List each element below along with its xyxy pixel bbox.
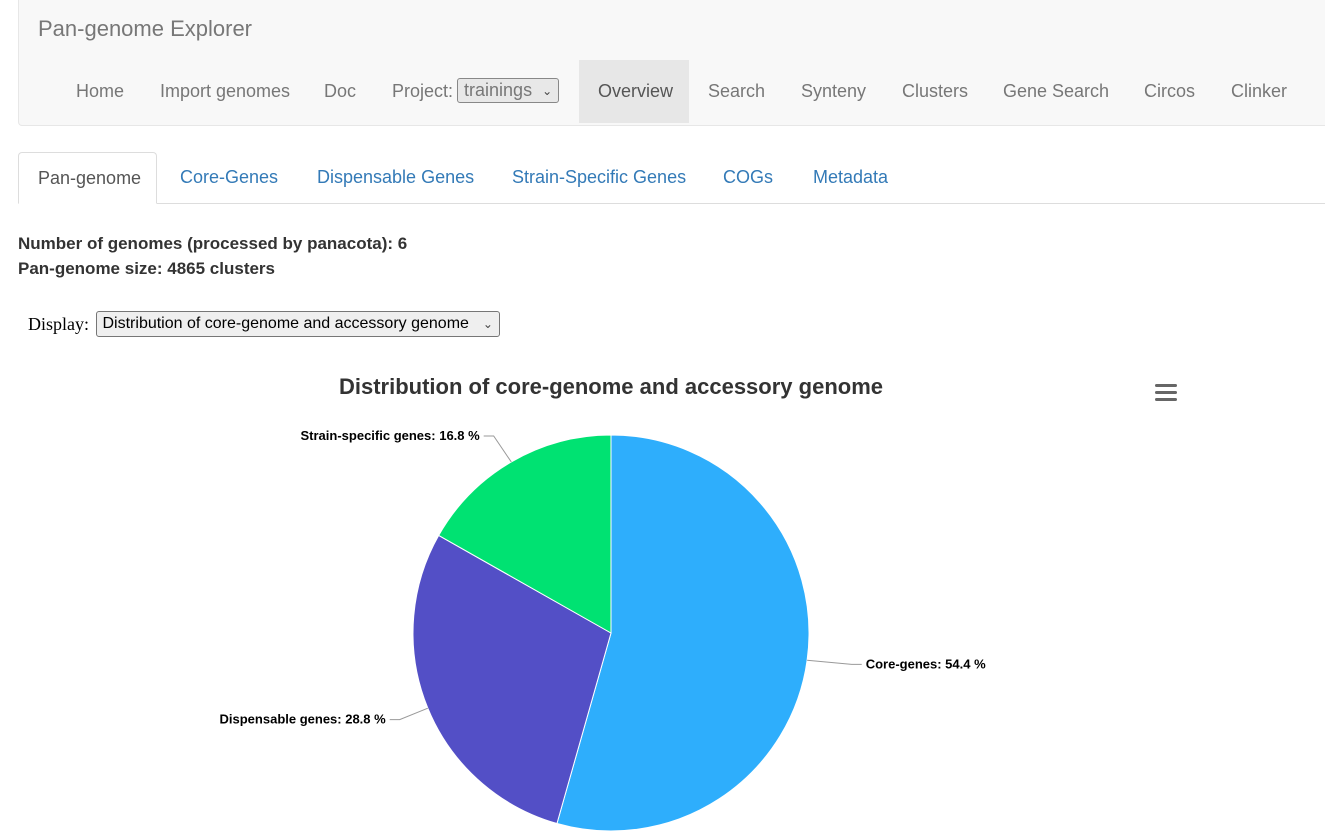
data-label: Strain-specific genes: 16.8 %: [301, 428, 481, 443]
tab-pan-genome[interactable]: Pan-genome: [18, 152, 157, 204]
display-select-value: Distribution of core-genome and accessor…: [102, 315, 469, 333]
pie-chart: Distribution of core-genome and accessor…: [220, 374, 986, 832]
project-select-value: trainings: [464, 79, 533, 100]
project-select[interactable]: trainings ⌄: [457, 77, 560, 103]
data-label-connector: [807, 659, 862, 665]
nav-overview[interactable]: Overview: [579, 60, 689, 123]
display-label: Display:: [28, 314, 89, 335]
data-label-connector: [483, 435, 512, 463]
tab-metadata[interactable]: Metadata: [813, 167, 889, 187]
tab-cogs[interactable]: COGs: [723, 167, 774, 187]
tab-dispensable-genes[interactable]: Dispensable Genes: [317, 167, 475, 187]
nav-home[interactable]: Home: [76, 81, 125, 101]
project-label: Project:: [392, 81, 454, 101]
data-label-connector: [389, 707, 429, 721]
nav-synteny[interactable]: Synteny: [801, 81, 867, 101]
nav-clusters[interactable]: Clusters: [902, 81, 969, 101]
pan-genome-stats: Number of genomes (processed by panacota…: [18, 231, 407, 281]
display-row: Display: Distribution of core-genome and…: [28, 311, 500, 339]
nav-doc[interactable]: Doc: [324, 81, 357, 101]
content-tabs: Pan-genome Core-Genes Dispensable Genes …: [18, 152, 1325, 204]
hamburger-menu-icon[interactable]: [1155, 384, 1177, 404]
nav-import-genomes[interactable]: Import genomes: [160, 81, 291, 101]
pie-slice-strain-specific-genes[interactable]: [438, 434, 612, 634]
pie-slice-dispensable-genes[interactable]: [412, 534, 612, 825]
data-label: Dispensable genes: 28.8 %: [220, 712, 387, 727]
chart-title: Distribution of core-genome and accessor…: [339, 374, 883, 399]
nav-gene-search[interactable]: Gene Search: [1003, 81, 1110, 101]
tab-core-genes[interactable]: Core-Genes: [180, 167, 279, 187]
nav-search[interactable]: Search: [708, 81, 766, 101]
chevron-down-icon: ⌄: [482, 317, 493, 331]
nav-circos[interactable]: Circos: [1144, 81, 1196, 101]
chevron-down-icon: ⌄: [542, 83, 553, 98]
top-navbar: Pan-genome Explorer Home Import genomes …: [18, 0, 1325, 126]
app-title[interactable]: Pan-genome Explorer: [38, 16, 253, 41]
display-select[interactable]: Distribution of core-genome and accessor…: [95, 311, 500, 337]
tab-strain-specific-genes[interactable]: Strain-Specific Genes: [512, 167, 687, 187]
pan-genome-size: Pan-genome size: 4865 clusters: [18, 259, 276, 278]
data-label: Core-genes: 54.4 %: [866, 656, 986, 671]
genome-count: Number of genomes (processed by panacota…: [18, 234, 408, 253]
nav-clinker[interactable]: Clinker: [1231, 81, 1288, 101]
project-selector: Project: trainings ⌄: [392, 60, 560, 123]
